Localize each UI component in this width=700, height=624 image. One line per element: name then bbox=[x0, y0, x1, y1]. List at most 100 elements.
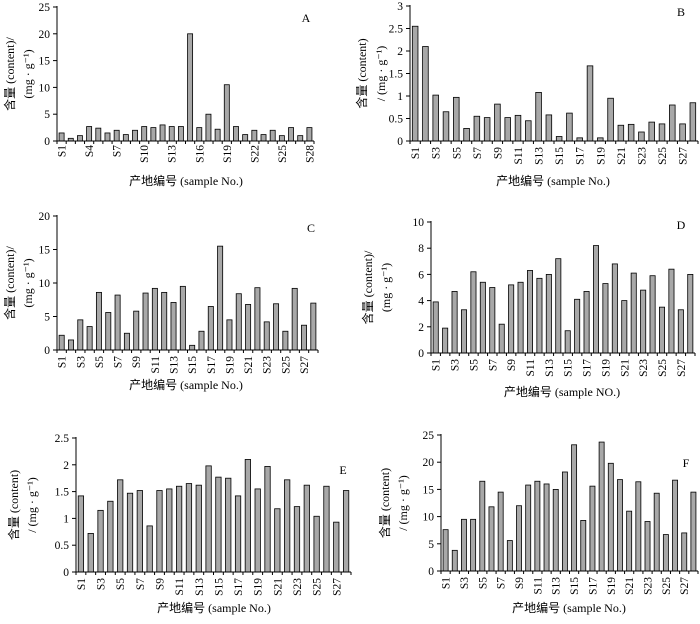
bar-s17 bbox=[207, 306, 214, 351]
bar-s5 bbox=[453, 96, 460, 142]
x-tick-label: S27 bbox=[299, 356, 311, 374]
bar-s3 bbox=[451, 291, 458, 354]
x-tick-label: S19 bbox=[595, 147, 607, 165]
bar-s13 bbox=[552, 488, 559, 572]
panel-letter: F bbox=[683, 456, 690, 470]
bar-s12 bbox=[536, 277, 543, 354]
x-tick-label: S5 bbox=[451, 147, 463, 159]
bar-s15 bbox=[189, 344, 196, 351]
bar-s24 bbox=[273, 303, 280, 351]
bar-s24 bbox=[653, 492, 660, 572]
bar-s13 bbox=[195, 484, 202, 573]
bar-s14 bbox=[555, 258, 562, 354]
bar-s20 bbox=[233, 126, 239, 142]
bar-s26 bbox=[291, 287, 298, 351]
bar-s24 bbox=[649, 275, 656, 354]
x-tick-label: S16 bbox=[194, 145, 206, 163]
bar-s8 bbox=[123, 332, 130, 351]
x-tick-label: S25 bbox=[657, 147, 669, 165]
x-tick-label: S19 bbox=[600, 359, 612, 377]
bar-s21 bbox=[621, 300, 628, 354]
x-tick-label: S23 bbox=[636, 147, 648, 165]
y-tick-label: 4 bbox=[418, 296, 424, 308]
y-tick-label: 1 bbox=[397, 91, 403, 103]
x-tick-label: S1 bbox=[410, 147, 422, 159]
bar-s20 bbox=[235, 293, 242, 351]
bar-s17 bbox=[234, 495, 242, 573]
x-tick-label: S3 bbox=[450, 359, 462, 371]
bar-s11 bbox=[150, 127, 157, 142]
x-tick-label: S13 bbox=[167, 145, 179, 163]
y-axis-title-line-1: 含量 (content)/ bbox=[2, 37, 17, 111]
bar-s24 bbox=[269, 129, 276, 142]
bar-s28 bbox=[687, 273, 694, 354]
bar-s23 bbox=[638, 131, 645, 142]
bar-s22 bbox=[630, 272, 637, 354]
x-tick-label: S9 bbox=[506, 359, 518, 371]
chart-panel-f: 0 5 10 15 20 25 S1 S3 S5 S7 S9 S11 S13 S15 S17 S19 S21 S2… bbox=[377, 430, 699, 615]
bar-s20 bbox=[617, 479, 623, 572]
y-tick-label: 3 bbox=[397, 1, 403, 13]
bar-s27 bbox=[301, 324, 307, 351]
y-tick-label: 0.5 bbox=[55, 540, 70, 552]
bar-s6 bbox=[488, 506, 495, 572]
bar-s28 bbox=[690, 491, 697, 572]
x-tick-label: S19 bbox=[606, 577, 618, 595]
x-axis-title: 产地编号 (sample No.) bbox=[129, 173, 243, 188]
y-tick-label: 2.5 bbox=[389, 24, 404, 36]
y-tick-label: 20 bbox=[39, 29, 51, 41]
x-axis-title: 产地编号 (sample No.) bbox=[496, 173, 610, 188]
y-axis-title-line-1: 含量 (content)/ bbox=[360, 250, 375, 324]
x-tick-label: S4 bbox=[84, 145, 96, 157]
bar-s7 bbox=[489, 287, 496, 354]
x-tick-label: S5 bbox=[115, 578, 127, 590]
x-tick-label: S23 bbox=[262, 356, 274, 374]
bar-s14 bbox=[561, 471, 568, 572]
x-tick-label: S25 bbox=[280, 356, 292, 374]
x-tick-label: S15 bbox=[563, 359, 575, 377]
bar-s17 bbox=[583, 291, 590, 354]
x-tick-label: S13 bbox=[534, 147, 546, 165]
bar-s16 bbox=[198, 330, 205, 351]
bar-s20 bbox=[611, 263, 618, 354]
bar-s26 bbox=[668, 268, 675, 354]
x-tick-label: S7 bbox=[487, 359, 499, 371]
x-tick-label: S1 bbox=[431, 359, 443, 371]
bar-s27 bbox=[333, 521, 340, 573]
bar-s23 bbox=[293, 506, 301, 573]
bar-s15 bbox=[571, 444, 578, 572]
bar-s25 bbox=[662, 534, 669, 572]
bar-s5 bbox=[479, 480, 486, 572]
y-axis-title-line-1: 含量 (content) bbox=[377, 468, 392, 538]
bar-s7 bbox=[136, 490, 143, 573]
bar-s14 bbox=[179, 285, 186, 351]
x-tick-label: S13 bbox=[544, 359, 556, 377]
y-tick-label: 0 bbox=[44, 345, 50, 357]
x-tick-label: S5 bbox=[477, 577, 489, 589]
bar-s5 bbox=[95, 127, 102, 142]
y-axis-title-line-2: / (mg · g⁻¹) bbox=[396, 475, 410, 531]
bar-s19 bbox=[254, 488, 261, 573]
y-tick-label: 2 bbox=[397, 46, 403, 58]
bar-s28 bbox=[306, 127, 313, 142]
bar-s10 bbox=[142, 292, 149, 351]
bar-s19 bbox=[607, 462, 614, 572]
bar-s24 bbox=[303, 484, 310, 573]
bar-s6 bbox=[104, 132, 111, 142]
bar-s27 bbox=[297, 135, 304, 142]
y-tick-label: 20 bbox=[39, 211, 51, 223]
bar-s25 bbox=[659, 306, 665, 354]
y-tick-label: 1.5 bbox=[389, 69, 404, 81]
x-tick-label: S1 bbox=[57, 145, 69, 157]
panel-letter: D bbox=[677, 218, 686, 232]
y-tick-label: 5 bbox=[44, 109, 50, 121]
bar-s27 bbox=[679, 123, 686, 142]
bar-s22 bbox=[284, 479, 291, 573]
bar-s12 bbox=[543, 483, 550, 572]
bar-s1 bbox=[442, 529, 449, 572]
bar-s8 bbox=[146, 525, 153, 573]
x-tick-label: S10 bbox=[139, 145, 151, 163]
bar-s2 bbox=[422, 46, 429, 142]
y-tick-label: 15 bbox=[39, 245, 51, 257]
